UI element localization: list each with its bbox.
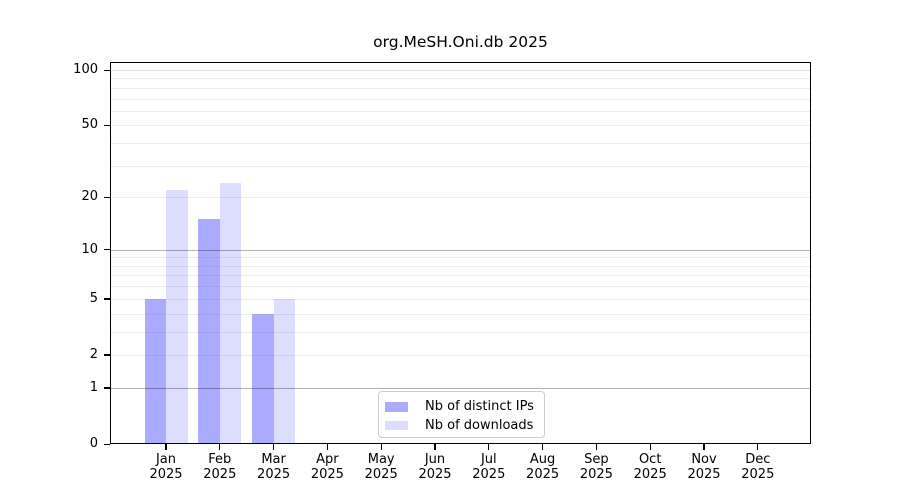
gridline-minor-8 [110,265,811,267]
y-axis-tick-label-1: 1 [89,379,98,395]
gridline-minor-7 [110,275,811,277]
y-axis-tick-label-5: 5 [89,290,98,306]
y-axis-tick-label-20: 20 [81,189,98,205]
gridline-minor-5 [110,298,811,300]
x-tick-month-text: Nov [691,452,717,467]
x-tick-month-text: Apr [316,452,339,467]
x-axis-tick-sep [595,444,598,450]
x-tick-year-text: 2025 [633,466,667,482]
x-tick-month-text: Mar [261,452,286,467]
legend-label-distinct-ips: Nb of distinct IPs [425,399,534,415]
gridline-minor-20 [110,197,811,199]
x-axis-tick-jun [434,444,436,450]
bar-jan-downloads [166,189,188,444]
x-axis-tick-apr [326,444,329,450]
x-tick-year-text: 2025 [310,466,344,482]
x-tick-year-text: 2025 [687,466,721,482]
y-axis-tick-label-50: 50 [81,117,98,133]
x-tick-month-text: Jul [480,452,497,467]
gridline-minor-50 [110,125,811,127]
x-axis-tick-jul [488,444,490,450]
x-axis-tick-oct [649,444,651,450]
y-axis-tick-10 [103,249,110,251]
x-axis-tick-label-jun: Jun 2025 [395,452,475,482]
x-axis-tick-label-feb: Feb 2025 [180,452,260,482]
x-tick-year-text: 2025 [364,466,398,482]
gridline-minor-30 [110,165,811,167]
gridline-minor-80 [110,87,811,89]
y-axis-tick-1 [103,387,110,389]
x-tick-year-text: 2025 [526,466,560,482]
x-tick-month-text: Sep [584,452,609,467]
gridline-major-100 [110,70,811,71]
x-tick-year-text: 2025 [472,466,506,482]
x-axis-tick-feb [219,444,221,450]
y-axis-tick-2 [103,354,110,356]
x-tick-year-text: 2025 [203,466,237,482]
y-axis-tick-label-0: 0 [89,436,98,451]
x-axis-tick-label-mar: Mar 2025 [234,452,314,482]
y-axis-tick-50 [103,124,110,127]
x-tick-month-text: May [367,452,395,467]
x-axis-tick-jan [165,444,167,450]
gridline-minor-9 [110,257,811,259]
y-axis-tick-100 [103,69,110,71]
legend-item-distinct-ips: Nb of distinct IPs [385,398,536,417]
x-tick-month-text: Dec [745,452,771,467]
x-axis-tick-may [380,444,382,450]
x-axis-tick-label-jan: Jan 2025 [126,452,206,482]
legend-swatch-downloads-icon [385,420,408,430]
x-tick-year-text: 2025 [149,466,183,482]
y-axis-tick-label-100: 100 [73,62,98,77]
bar-mar-distinct-ips [252,313,274,444]
x-axis-tick-label-dec: Dec 2025 [718,452,798,482]
x-tick-month-text: Oct [638,452,662,467]
x-axis-tick-label-nov: Nov 2025 [664,452,744,482]
x-tick-year-text: 2025 [257,466,291,482]
x-tick-month-text: Feb [208,452,232,467]
chart-title: org.MeSH.Oni.db 2025 [373,33,548,51]
legend-swatch-distinct-ips-icon [385,402,408,412]
x-axis-tick-label-sep: Sep 2025 [556,452,636,482]
x-tick-year-text: 2025 [418,466,452,482]
gridline-minor-6 [110,286,811,288]
legend-label-downloads: Nb of downloads [425,417,534,433]
x-tick-month-text: Jun [424,452,446,467]
gridline-minor-3 [110,331,811,333]
bar-mar-downloads [273,298,296,444]
y-axis-tick-label-2: 2 [89,346,98,362]
legend-item-downloads: Nb of downloads [385,416,536,435]
gridline-minor-90 [110,78,811,80]
x-axis-tick-mar [272,444,275,450]
y-axis-tick-5 [103,298,110,300]
x-axis-tick-label-oct: Oct 2025 [610,452,690,482]
x-tick-month-text: Aug [529,452,556,467]
x-axis-tick-label-apr: Apr 2025 [287,452,367,482]
x-tick-year-text: 2025 [741,466,775,482]
gridline-minor-4 [110,313,811,315]
x-tick-month-text: Jan [155,452,177,467]
gridline-minor-40 [110,143,811,145]
x-axis-tick-label-aug: Aug 2025 [503,452,583,482]
y-axis-tick-20 [103,196,110,199]
gridline-minor-70 [110,98,811,100]
y-axis-tick-label-10: 10 [81,241,98,257]
bar-feb-distinct-ips [198,219,220,444]
y-axis-tick-0 [103,443,110,445]
bar-feb-downloads [219,183,242,444]
x-axis-tick-label-jul: Jul 2025 [449,452,529,482]
x-axis-tick-label-may: May 2025 [341,452,421,482]
x-axis-tick-nov [703,444,705,450]
x-axis-tick-dec [757,444,759,450]
gridline-major-1 [110,387,811,389]
x-tick-year-text: 2025 [579,466,613,482]
gridline-major-10 [110,249,811,251]
gridline-minor-60 [110,110,811,112]
bar-jan-distinct-ips [144,298,166,444]
legend: Nb of distinct IPs Nb of downloads [378,391,545,438]
x-axis-tick-aug [541,444,544,450]
gridline-minor-2 [110,354,811,356]
